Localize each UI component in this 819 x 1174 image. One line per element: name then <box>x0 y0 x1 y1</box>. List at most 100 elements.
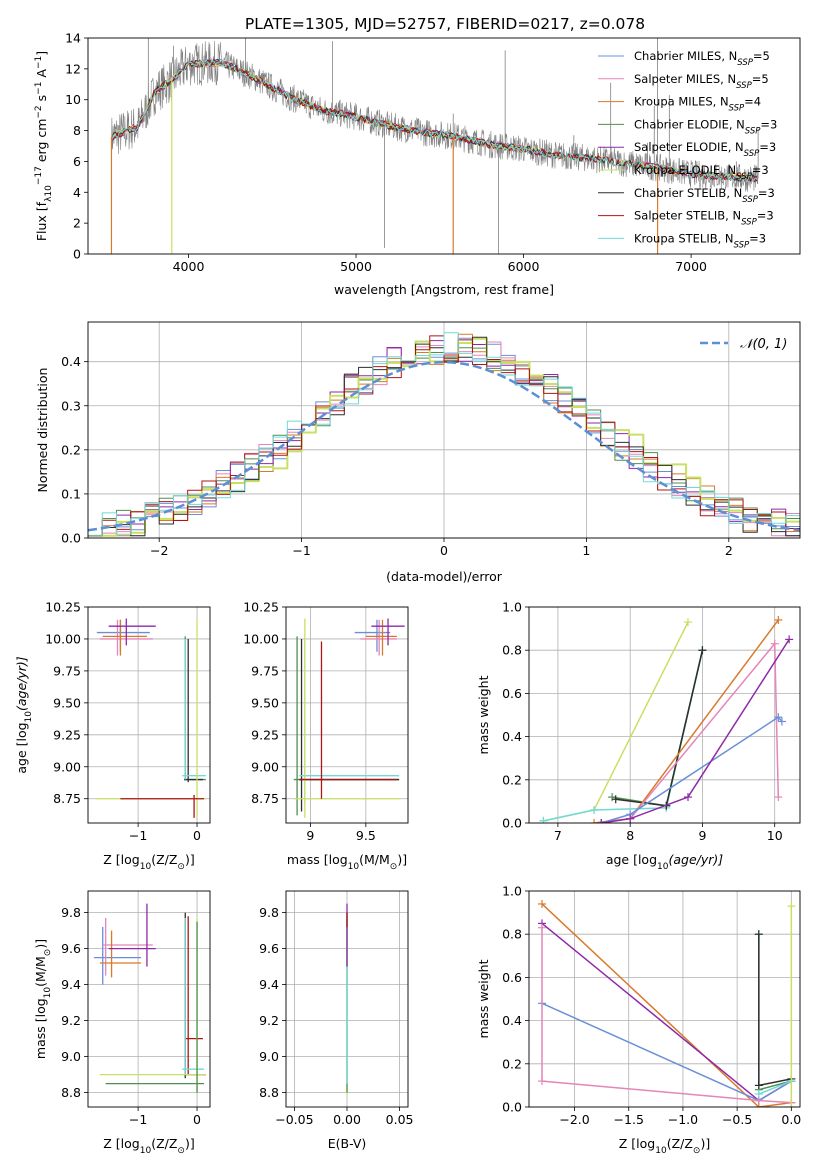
x-tick-label: 0.00 <box>333 1112 361 1127</box>
x-tick-label: −1 <box>129 828 147 843</box>
y-tick-label: 9.6 <box>61 941 81 956</box>
legend-entry: Salpeter STELIB, NSSP=3 <box>634 209 774 228</box>
label-part: λ <box>44 196 54 202</box>
y-tick-label: 8.75 <box>53 791 81 806</box>
axes-frame <box>87 606 211 824</box>
figure-title: PLATE=1305, MJD=52757, FIBERID=0217, z=0… <box>245 15 645 33</box>
legend-sub: SSP <box>741 218 757 228</box>
y-tick-label: 8.75 <box>251 791 279 806</box>
legend-sub: SSP <box>736 81 752 91</box>
label-part: −2 <box>34 105 44 118</box>
series-krou_miles <box>538 899 796 1107</box>
x-tick-label: 8 <box>626 828 634 843</box>
x-tick-label: −2 <box>150 543 168 558</box>
axes-frame <box>87 37 801 255</box>
errorbar-salp_stelib <box>185 916 203 1075</box>
legend-sub: SSP <box>737 58 753 68</box>
x-axis-label: Z [log10(Z/Z⊙)] <box>619 1136 710 1156</box>
y-tick-label: 8 <box>73 123 81 138</box>
label-part: mass [log <box>33 998 48 1059</box>
y-tick-label: 0.1 <box>61 486 81 501</box>
y-axis-label: Normed distribution <box>35 368 50 493</box>
label-part: 10 <box>140 862 152 872</box>
label-part: 10 <box>140 1146 152 1156</box>
label-part: −17 <box>34 166 44 185</box>
y-axis-label: mass [log10(M/M⊙)] <box>33 939 53 1059</box>
label-part: (age/yr)] <box>14 656 29 711</box>
axes-frame <box>87 890 211 1108</box>
legend-sub: SSP <box>729 104 745 114</box>
legend-tail: =3 <box>758 186 775 200</box>
axes-frame <box>285 890 409 1108</box>
errorbar-krou_miles <box>99 930 142 978</box>
label-part: ⊙ <box>177 862 185 872</box>
label-part: (age/yr)] <box>668 852 723 867</box>
legend-normal-label: 𝒩(0, 1) <box>740 337 787 352</box>
legend-text: Chabrier MILES, N <box>634 49 737 63</box>
plot-area <box>93 903 206 1093</box>
normal-curve <box>88 360 800 532</box>
x-tick-label: −1.0 <box>668 1112 698 1127</box>
x-axis-label: (data-model)/error <box>386 569 503 584</box>
x-tick-label: −1.5 <box>614 1112 644 1127</box>
y-tick-label: 0.8 <box>502 643 522 658</box>
label-part: )] <box>185 1136 195 1151</box>
legend-text: Kroupa MILES, N <box>634 95 729 109</box>
y-tick-label: 0.2 <box>502 772 522 787</box>
series-line <box>541 927 792 1104</box>
series-line <box>543 650 704 822</box>
x-tick-label: 1 <box>582 543 590 558</box>
legend-entry: Kroupa MILES, NSSP=4 <box>634 95 761 114</box>
axes-frame <box>87 321 801 539</box>
x-axis-label: Z [log10(Z/Z⊙)] <box>103 1136 194 1156</box>
legend-text: Chabrier ELODIE, N <box>634 117 745 131</box>
y-tick-label: 10 <box>65 92 81 107</box>
legend-tail: =4 <box>744 95 761 109</box>
errorbar-krou_elodie <box>99 918 206 1093</box>
label-part: (Z/Z <box>151 1136 177 1151</box>
legend-entry: Kroupa ELODIE, NSSP=3 <box>634 163 769 182</box>
series-chab_miles <box>597 713 786 823</box>
label-part: age [log <box>14 722 29 773</box>
label-part: −1 <box>34 56 44 69</box>
errorbar-salp_elodie <box>108 618 156 646</box>
label-part: mass [log <box>287 852 348 867</box>
errorbar-salp_elodie <box>371 618 405 646</box>
series-line <box>541 922 792 1102</box>
axes-frame <box>285 606 409 824</box>
y-tick-label: 9.2 <box>61 1013 81 1028</box>
legend-entry: Salpeter ELODIE, NSSP=3 <box>634 140 776 159</box>
label-part: )] <box>700 1136 710 1151</box>
legend-entry: Chabrier MILES, NSSP=5 <box>634 49 770 68</box>
x-axis-label: mass [log10(M/M⊙)] <box>287 852 407 872</box>
y-tick-label: 0.4 <box>502 1013 522 1028</box>
x-tick-label: 9 <box>306 828 314 843</box>
series-line <box>541 903 792 1107</box>
y-axis-label: mass weight <box>476 959 491 1038</box>
label-part: 10 <box>655 1146 667 1156</box>
x-tick-label: 5000 <box>340 259 372 274</box>
legend-text: Kroupa STELIB, N <box>634 231 734 245</box>
label-part: 10 <box>43 987 53 999</box>
legend-sub: SSP <box>736 172 752 182</box>
label-part: ⊙ <box>43 949 53 957</box>
legend-tail: =3 <box>752 163 769 177</box>
legend-text: Salpeter STELIB, N <box>634 209 741 223</box>
y-tick-label: 0.2 <box>502 1056 522 1071</box>
series-line <box>615 650 704 807</box>
series-chab_stelib <box>754 930 796 1090</box>
axes-frame <box>528 890 801 1108</box>
label-part: s <box>34 95 49 106</box>
y-tick-label: 9.25 <box>251 727 279 742</box>
histogram-krou_stelib <box>88 332 800 537</box>
y-tick-label: 1.0 <box>502 600 522 615</box>
plot-residuals: −2 −1 0 1 2 0.0 0.1 0.2 0.3 0.4 (data-model)/error… <box>35 321 801 584</box>
label-part: Z [log <box>103 1136 139 1151</box>
y-tick-label: 9.0 <box>61 1049 81 1064</box>
x-tick-label: 9.5 <box>356 828 376 843</box>
label-part: Flux [f <box>34 201 49 241</box>
y-tick-label: 0.8 <box>502 927 522 942</box>
x-axis-label: Z [log10(Z/Z⊙)] <box>103 852 194 872</box>
